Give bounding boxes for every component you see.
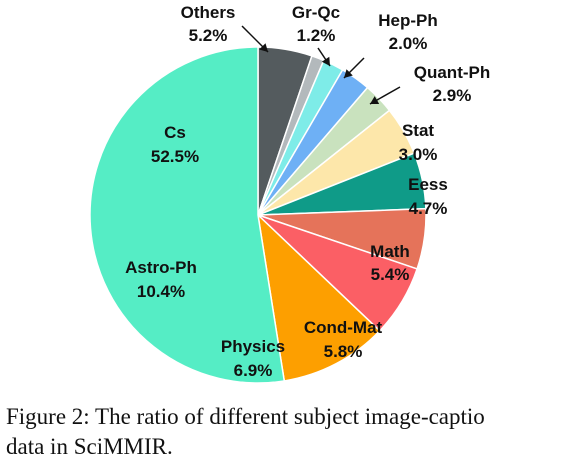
slice-labels: Others 5.2% Gr-Qc 1.2% Hep-Ph 2.0% Quant-Ph 2.9… <box>125 3 490 380</box>
slice-value-others: 5.2% <box>189 26 228 45</box>
slice-label-stat: Stat <box>402 121 434 140</box>
slice-value-cs: 52.5% <box>151 147 199 166</box>
slice-label-hep-ph: Hep-Ph <box>378 11 438 30</box>
slice-label-math: Math <box>370 242 410 261</box>
slice-label-others: Others <box>181 3 236 22</box>
slice-value-gr-qc: 1.2% <box>297 26 336 45</box>
slice-label-gr-qc: Gr-Qc <box>292 3 340 22</box>
slice-value-physics: 6.9% <box>234 361 273 380</box>
slice-label-quant-ph: Quant-Ph <box>414 63 491 82</box>
figure-caption: Figure 2: The ratio of different subject… <box>6 402 565 462</box>
slice-label-cond-mat: Cond-Mat <box>304 318 383 337</box>
slice-value-stat: 3.0% <box>399 145 438 164</box>
leader-arrowhead-gr-qc <box>321 56 330 66</box>
slice-value-hep-ph: 2.0% <box>389 34 428 53</box>
pie-slices <box>89 46 427 384</box>
leader-arrowhead-hep-ph <box>344 69 353 78</box>
caption-line-1: Figure 2: The ratio of different subject… <box>6 404 485 429</box>
slice-value-quant-ph: 2.9% <box>433 86 472 105</box>
pie-slice-cs <box>89 46 286 384</box>
slice-value-astro-ph: 10.4% <box>137 282 185 301</box>
slice-label-cs: Cs <box>164 123 186 142</box>
leader-arrowhead-others <box>259 43 268 52</box>
slice-label-physics: Physics <box>221 337 285 356</box>
slice-value-math: 5.4% <box>371 265 410 284</box>
slice-label-eess: Eess <box>408 175 448 194</box>
pie-chart: Others 5.2% Gr-Qc 1.2% Hep-Ph 2.0% Quant-Ph 2.9… <box>89 3 490 384</box>
leader-lines <box>241 25 401 105</box>
caption-line-2: data in SciMMIR. <box>6 434 173 459</box>
slice-value-cond-mat: 5.8% <box>324 342 363 361</box>
slice-value-eess: 4.7% <box>409 199 448 218</box>
pie-slice-astro-ph <box>256 212 381 382</box>
slice-label-astro-ph: Astro-Ph <box>125 258 197 277</box>
leader-arrowhead-quant-ph <box>370 96 380 104</box>
